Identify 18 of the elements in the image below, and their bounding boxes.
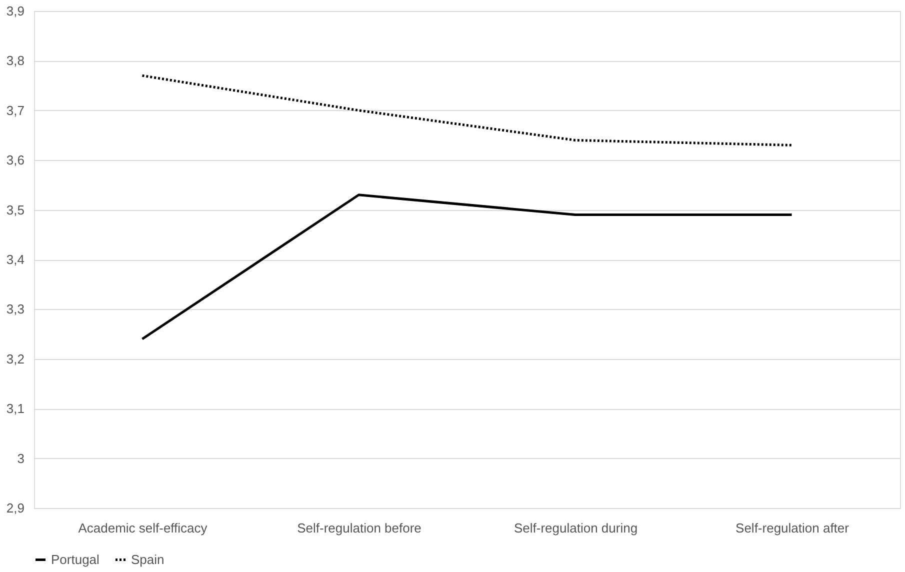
legend-label: Spain bbox=[131, 552, 164, 567]
x-tick-label: Self-regulation during bbox=[514, 520, 638, 536]
x-tick-label: Academic self-efficacy bbox=[78, 520, 208, 536]
legend-label: Portugal bbox=[51, 552, 100, 567]
x-tick-label: Self-regulation before bbox=[297, 520, 422, 536]
line-series bbox=[141, 74, 793, 146]
y-tick-label: 3,3 bbox=[6, 302, 24, 317]
y-tick-label: 3,1 bbox=[6, 401, 24, 416]
y-tick-label: 3 bbox=[17, 450, 24, 466]
y-tick-label: 3,5 bbox=[6, 202, 24, 218]
y-tick-label: 2,9 bbox=[6, 500, 24, 516]
y-tick-label: 3,4 bbox=[6, 252, 24, 267]
y-tick-label: 3,7 bbox=[6, 102, 24, 118]
y-tick-label: 3,8 bbox=[6, 53, 24, 68]
y-tick-label: 3,6 bbox=[6, 152, 24, 168]
y-tick-label: 3,9 bbox=[6, 4, 24, 18]
y-tick-label: 3,2 bbox=[6, 351, 24, 366]
x-tick-label: Self-regulation after bbox=[736, 520, 850, 536]
